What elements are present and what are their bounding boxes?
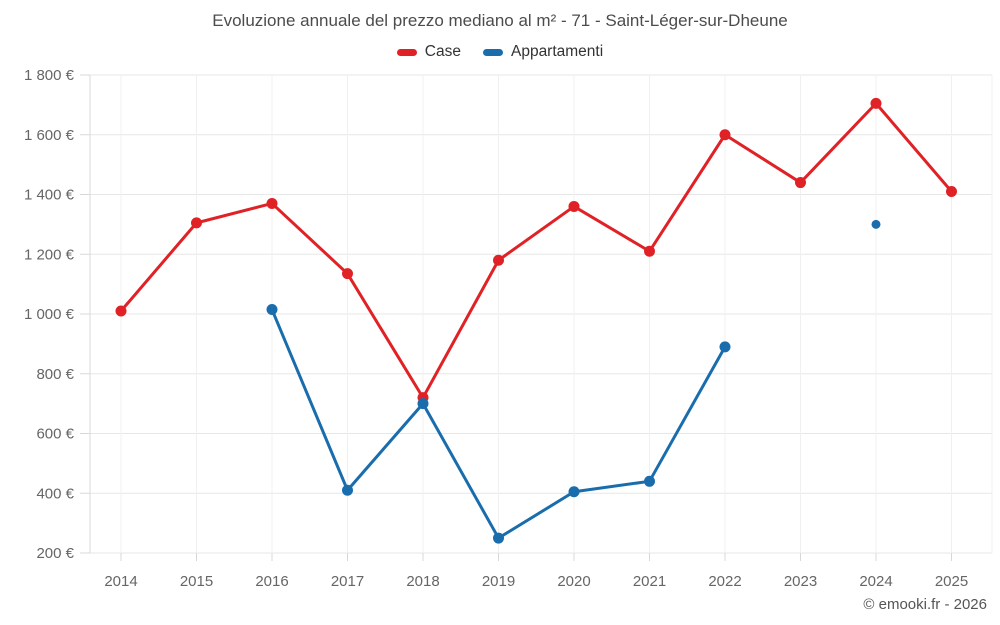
legend-item-appartamenti[interactable]: Appartamenti bbox=[482, 43, 604, 61]
copyright-label: © emooki.fr - 2026 bbox=[863, 596, 987, 613]
x-axis-label: 2019 bbox=[482, 573, 515, 590]
y-axis-label: 400 € bbox=[36, 485, 74, 502]
x-axis-label: 2016 bbox=[255, 573, 288, 590]
x-axis-label: 2025 bbox=[935, 573, 968, 590]
x-axis-label: 2017 bbox=[331, 573, 364, 590]
appartamenti-marker-2024[interactable] bbox=[871, 219, 881, 229]
case-marker-2014[interactable] bbox=[115, 305, 127, 317]
x-axis-label: 2023 bbox=[784, 573, 817, 590]
legend-swatch-appartamenti bbox=[482, 48, 503, 56]
case-marker-2021[interactable] bbox=[644, 245, 655, 257]
chart-title: Evoluzione annuale del prezzo mediano al… bbox=[212, 11, 788, 30]
legend-swatch-case bbox=[396, 48, 417, 56]
y-axis-label: 200 € bbox=[36, 545, 74, 562]
y-axis-label: 800 € bbox=[36, 366, 74, 383]
case-marker-2022[interactable] bbox=[719, 129, 731, 141]
x-axis-label: 2018 bbox=[406, 573, 439, 590]
x-axis-label: 2024 bbox=[859, 573, 892, 590]
legend-item-label: Case bbox=[424, 43, 461, 60]
appartamenti-marker-2017[interactable] bbox=[342, 484, 353, 496]
y-axis-label: 1 000 € bbox=[24, 306, 75, 323]
y-axis-label: 1 600 € bbox=[24, 127, 75, 144]
appartamenti-marker-2022[interactable] bbox=[719, 341, 731, 353]
case-marker-2025[interactable] bbox=[946, 186, 957, 198]
appartamenti-marker-2020[interactable] bbox=[568, 486, 580, 498]
legend: Case Appartamenti bbox=[0, 43, 1000, 61]
case-marker-2016[interactable] bbox=[266, 197, 278, 209]
x-axis-label: 2022 bbox=[708, 573, 741, 590]
appartamenti-marker-2018[interactable] bbox=[417, 398, 429, 410]
case-marker-2015[interactable] bbox=[191, 217, 202, 229]
x-axis-label: 2021 bbox=[633, 573, 666, 590]
legend-item-case[interactable]: Case bbox=[396, 43, 461, 61]
case-marker-2019[interactable] bbox=[493, 254, 504, 266]
appartamenti-marker-2021[interactable] bbox=[644, 475, 655, 487]
legend-item-label: Appartamenti bbox=[510, 43, 604, 60]
appartamenti-marker-2019[interactable] bbox=[493, 532, 504, 544]
y-axis-label: 1 400 € bbox=[24, 187, 75, 204]
y-axis-label: 600 € bbox=[36, 426, 74, 443]
case-marker-2024[interactable] bbox=[870, 97, 882, 109]
y-axis-label: 1 200 € bbox=[24, 246, 75, 263]
case-marker-2017[interactable] bbox=[342, 268, 353, 280]
x-axis-label: 2020 bbox=[557, 573, 590, 590]
x-axis-label: 2014 bbox=[104, 573, 137, 590]
case-marker-2020[interactable] bbox=[568, 200, 580, 212]
x-axis-label: 2015 bbox=[180, 573, 213, 590]
case-marker-2023[interactable] bbox=[795, 177, 806, 189]
y-axis-label: 1 800 € bbox=[24, 67, 75, 84]
appartamenti-marker-2016[interactable] bbox=[266, 304, 278, 316]
case-line bbox=[119, 101, 953, 400]
